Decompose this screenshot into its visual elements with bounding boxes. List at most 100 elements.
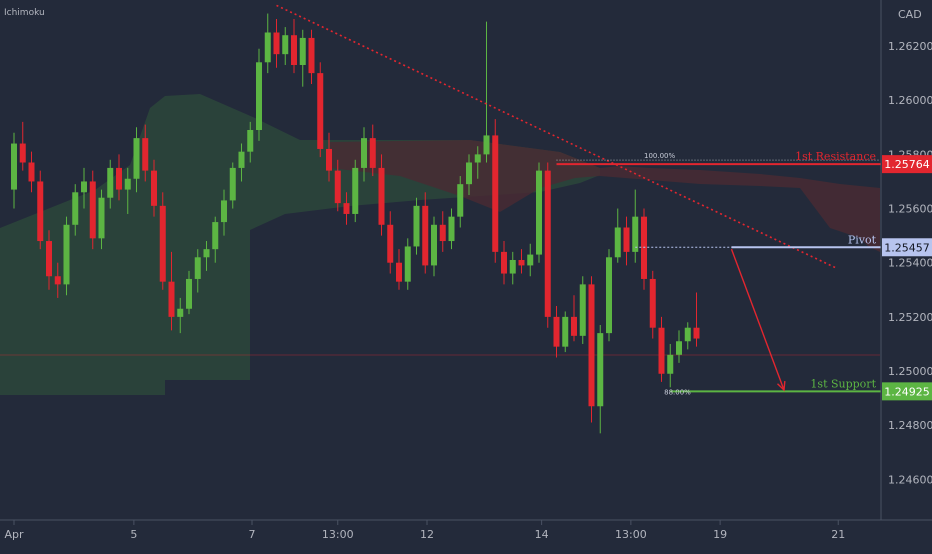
candle-body: [63, 224, 70, 285]
candlesticks: [11, 13, 700, 434]
candle: [229, 162, 236, 209]
candle-body: [282, 35, 289, 55]
candle-body: [151, 170, 157, 206]
candle-body: [623, 227, 630, 252]
candle-body: [483, 135, 490, 155]
resistance-price-tag: 1.25764: [882, 155, 932, 174]
candle-body: [308, 37, 315, 74]
candle: [544, 162, 551, 328]
y-tick-label: 1.25000: [888, 365, 932, 378]
candle-body: [124, 178, 131, 190]
candle: [247, 121, 254, 163]
candle-body: [142, 138, 149, 171]
candle-body: [159, 205, 166, 282]
candle-body: [439, 224, 446, 242]
candle-body: [133, 138, 140, 179]
candle: [221, 189, 227, 236]
candle-body: [194, 257, 201, 279]
candle-body: [553, 316, 560, 347]
candle-body: [492, 135, 499, 252]
candle: [361, 127, 367, 182]
candle-body: [387, 224, 394, 263]
candle: [457, 176, 464, 228]
candle-body: [501, 251, 507, 274]
candle: [684, 322, 691, 350]
candle: [396, 249, 402, 290]
currency-label: CAD: [898, 8, 922, 21]
candle-body: [299, 37, 306, 65]
candle-body: [203, 249, 210, 258]
candle-body: [369, 138, 376, 168]
candle: [571, 295, 577, 342]
candle: [46, 230, 52, 290]
x-tick-label: Apr: [4, 528, 24, 541]
candle: [63, 216, 70, 296]
x-tick-label: 14: [535, 528, 549, 541]
price-tag-box: [882, 382, 932, 401]
candle-body: [396, 262, 402, 282]
candle: [667, 343, 674, 388]
candle-body: [571, 316, 577, 336]
candle: [527, 243, 534, 277]
candle-body: [632, 216, 639, 252]
candle-body: [404, 246, 411, 282]
candle: [308, 29, 315, 84]
candle-body: [509, 260, 516, 274]
candle: [343, 192, 350, 225]
y-tick-label: 1.24800: [888, 419, 932, 432]
candle-body: [247, 130, 254, 152]
candle-body: [378, 167, 385, 225]
candle: [212, 216, 219, 263]
candle: [649, 270, 656, 339]
support-label: 1st Support: [810, 377, 876, 390]
candle: [387, 211, 394, 274]
candle-body: [186, 278, 192, 309]
x-tick-label: 5: [130, 528, 137, 541]
candle: [317, 62, 324, 158]
price-tag-box: [882, 155, 932, 174]
candle-body: [579, 284, 586, 336]
indicator-label: Ichimoku: [4, 8, 45, 18]
candle-body: [107, 167, 114, 198]
candle: [614, 208, 621, 263]
candle-body: [54, 276, 61, 285]
candle-body: [649, 278, 656, 328]
candle-body: [413, 205, 420, 247]
y-tick-label: 1.24600: [888, 473, 932, 486]
candle-body: [474, 154, 481, 163]
candle-body: [326, 148, 332, 171]
candle-body: [37, 181, 44, 242]
candle: [693, 292, 700, 347]
candle: [536, 162, 542, 263]
resistance-label: 1st Resistance: [795, 150, 876, 163]
candle: [282, 27, 289, 65]
candle-body: [334, 170, 341, 204]
candle: [28, 151, 35, 193]
y-tick-label: 1.25200: [888, 311, 932, 324]
y-tick-label: 1.26000: [888, 94, 932, 107]
candle-body: [361, 138, 367, 168]
candle-body: [352, 167, 359, 214]
candle: [474, 146, 481, 179]
candle-body: [422, 205, 429, 266]
candle-body: [588, 284, 595, 407]
candle: [562, 311, 569, 353]
candle-body: [116, 167, 122, 190]
candle: [264, 13, 271, 74]
price-tag-text: 1.25764: [884, 158, 930, 171]
projection-arrow-head: [777, 380, 786, 392]
candle-body: [431, 224, 437, 266]
candle-body: [72, 192, 79, 225]
candle: [98, 189, 105, 250]
candle-body: [448, 216, 455, 242]
projection-arrow-line: [730, 248, 785, 391]
candle: [422, 192, 429, 274]
candle: [448, 208, 455, 250]
candle: [81, 167, 87, 209]
candle-body: [11, 143, 17, 190]
candle: [518, 249, 525, 274]
candle: [492, 119, 499, 263]
candle-body: [343, 203, 350, 214]
candle: [632, 189, 639, 263]
